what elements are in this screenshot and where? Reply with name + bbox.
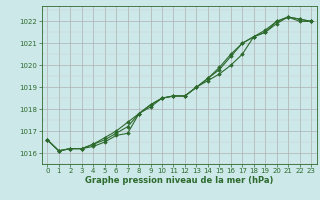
X-axis label: Graphe pression niveau de la mer (hPa): Graphe pression niveau de la mer (hPa)	[85, 176, 273, 185]
